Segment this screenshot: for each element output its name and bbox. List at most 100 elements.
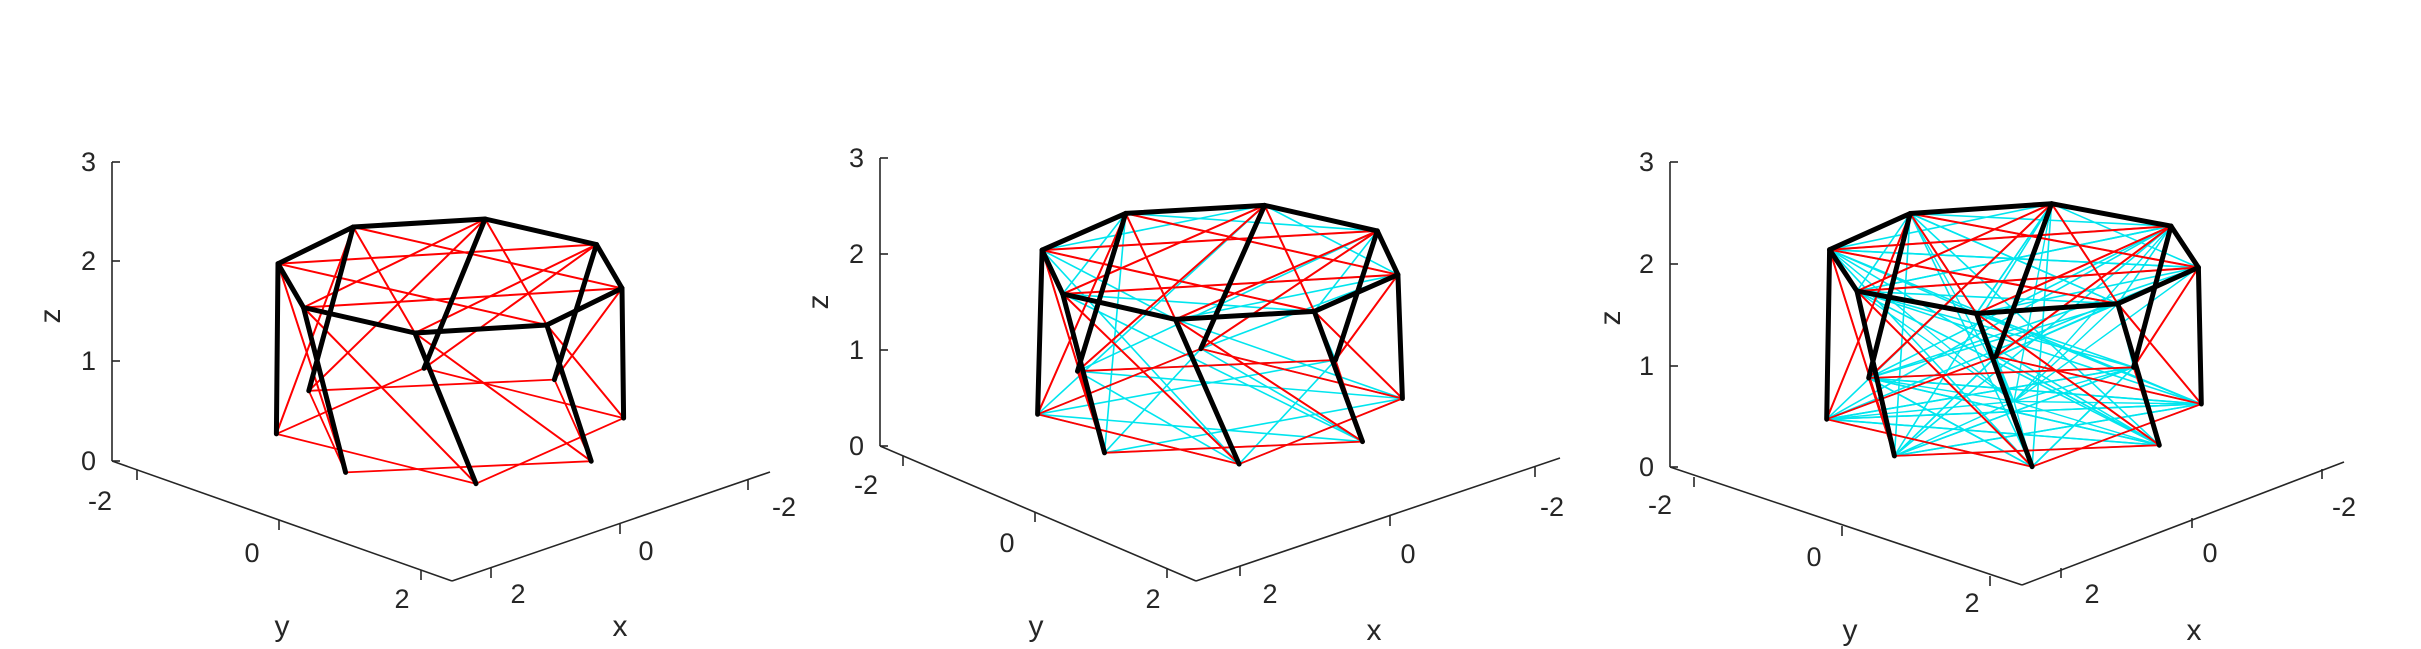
- panel-2-y-axis-line: [879, 445, 1197, 582]
- string: [352, 226, 416, 334]
- string: [1975, 312, 2161, 447]
- string: [1856, 290, 2034, 468]
- string: [545, 324, 625, 420]
- string: [302, 218, 487, 309]
- bar: [1854, 288, 1979, 316]
- string: [275, 367, 425, 435]
- panel-3-y-tick-label: 2: [1964, 588, 1979, 618]
- panel-1-z-tick-label: 1: [81, 346, 96, 376]
- string: [1174, 229, 1379, 321]
- panel-3-x-tick-label: 2: [2084, 579, 2099, 609]
- bar: [551, 242, 599, 383]
- string: [1076, 204, 1266, 373]
- bar: [301, 305, 349, 475]
- bar: [275, 224, 356, 267]
- string: [2031, 403, 2203, 468]
- string: [1825, 212, 1912, 421]
- panel-3-z-tick-label: 1: [1639, 351, 1654, 381]
- panel-3-y-tick-label: 0: [1806, 542, 1821, 572]
- panel-2-y-tick-label: -2: [854, 470, 878, 500]
- bar: [1993, 201, 2055, 359]
- added-string: [1856, 225, 2172, 292]
- string: [302, 306, 477, 485]
- bar: [2195, 265, 2204, 407]
- bar: [544, 322, 594, 464]
- string: [1995, 355, 2203, 405]
- string: [1238, 397, 1404, 466]
- added-string: [1041, 204, 1266, 251]
- panel-1-plot-area: [273, 216, 627, 487]
- added-string: [1825, 400, 2015, 420]
- bar: [1311, 308, 1365, 445]
- added-string: [1893, 202, 2053, 457]
- panel-3-z-tick-label: 0: [1639, 452, 1654, 482]
- panel-1-z-tick-label: 0: [81, 446, 96, 476]
- panel-1-x-axis-title: x: [613, 610, 628, 643]
- panel-3-x-tick-label: 0: [2202, 538, 2217, 568]
- string: [2132, 266, 2200, 369]
- bar: [275, 261, 306, 310]
- string: [1856, 266, 2200, 293]
- string: [1828, 225, 2172, 251]
- panel-2-z-tick-label: 3: [849, 143, 864, 173]
- added-string: [1825, 418, 2161, 447]
- panel-3-y-axis-line: [1669, 466, 2023, 586]
- added-string: [1174, 318, 1404, 400]
- added-string: [1975, 312, 2135, 369]
- added-string: [1061, 212, 1127, 295]
- string: [553, 287, 623, 381]
- string: [1200, 347, 1404, 400]
- string: [275, 432, 477, 485]
- string: [423, 367, 625, 420]
- panel-2-y-tick-label: 0: [999, 528, 1014, 558]
- panel-1: 0 1 2 3 -2 0 2 2 0 -2 z y x: [34, 147, 796, 643]
- bar: [2115, 265, 2201, 307]
- panel-1-z-tick-label: 3: [81, 147, 96, 177]
- string: [307, 378, 556, 392]
- string: [277, 262, 548, 326]
- bar: [2049, 201, 2174, 229]
- added-string: [1995, 355, 2015, 403]
- bar: [1827, 247, 1860, 294]
- added-string: [2013, 266, 2200, 403]
- string: [1334, 273, 1399, 361]
- added-string: [1061, 293, 1316, 313]
- panel-2-y-axis-title: y: [1029, 610, 1044, 643]
- panel-1-y-tick-label: 0: [244, 538, 259, 568]
- string: [475, 417, 625, 485]
- added-string: [1263, 204, 1399, 276]
- panel-3-axes: 0 1 2 3 -2 0 2 2 0 -2 z y x: [1594, 147, 2356, 647]
- panel-3-x-tick-label: -2: [2332, 492, 2356, 522]
- string: [1867, 366, 2135, 379]
- panel-3-y-tick-label: -2: [1648, 490, 1672, 520]
- added-string: [1061, 293, 1364, 443]
- panel-1-y-tick-label: -2: [88, 486, 112, 516]
- added-string: [1909, 212, 2033, 468]
- bar: [1039, 210, 1129, 253]
- string: [1975, 225, 2172, 315]
- bar: [1907, 201, 2055, 216]
- panel-2-z-axis-title: z: [802, 295, 835, 310]
- added-string: [1828, 248, 2161, 447]
- string: [2050, 202, 2119, 305]
- panel-2-plot-area: [1035, 202, 1405, 467]
- string: [1825, 418, 2033, 468]
- panel-2-axes: 0 1 2 3 -2 0 2 2 0 -2 z y x: [802, 143, 1564, 647]
- panel-3: 0 1 2 3 -2 0 2 2 0 -2 z y x: [1594, 147, 2356, 647]
- bar: [544, 285, 625, 328]
- bar: [594, 242, 625, 291]
- bar: [1172, 316, 1242, 467]
- string: [1909, 212, 2200, 269]
- panel-3-z-tick-label: 3: [1639, 147, 1654, 177]
- string: [275, 226, 355, 435]
- added-string: [1856, 290, 2015, 403]
- added-string: [1856, 290, 2135, 369]
- string: [1036, 347, 1202, 416]
- string: [1856, 202, 2053, 293]
- bar: [1262, 202, 1380, 234]
- added-string: [1867, 266, 2200, 379]
- string: [1994, 225, 2172, 358]
- bar: [1827, 211, 1913, 253]
- panel-2-x-tick-label: 0: [1400, 539, 1415, 569]
